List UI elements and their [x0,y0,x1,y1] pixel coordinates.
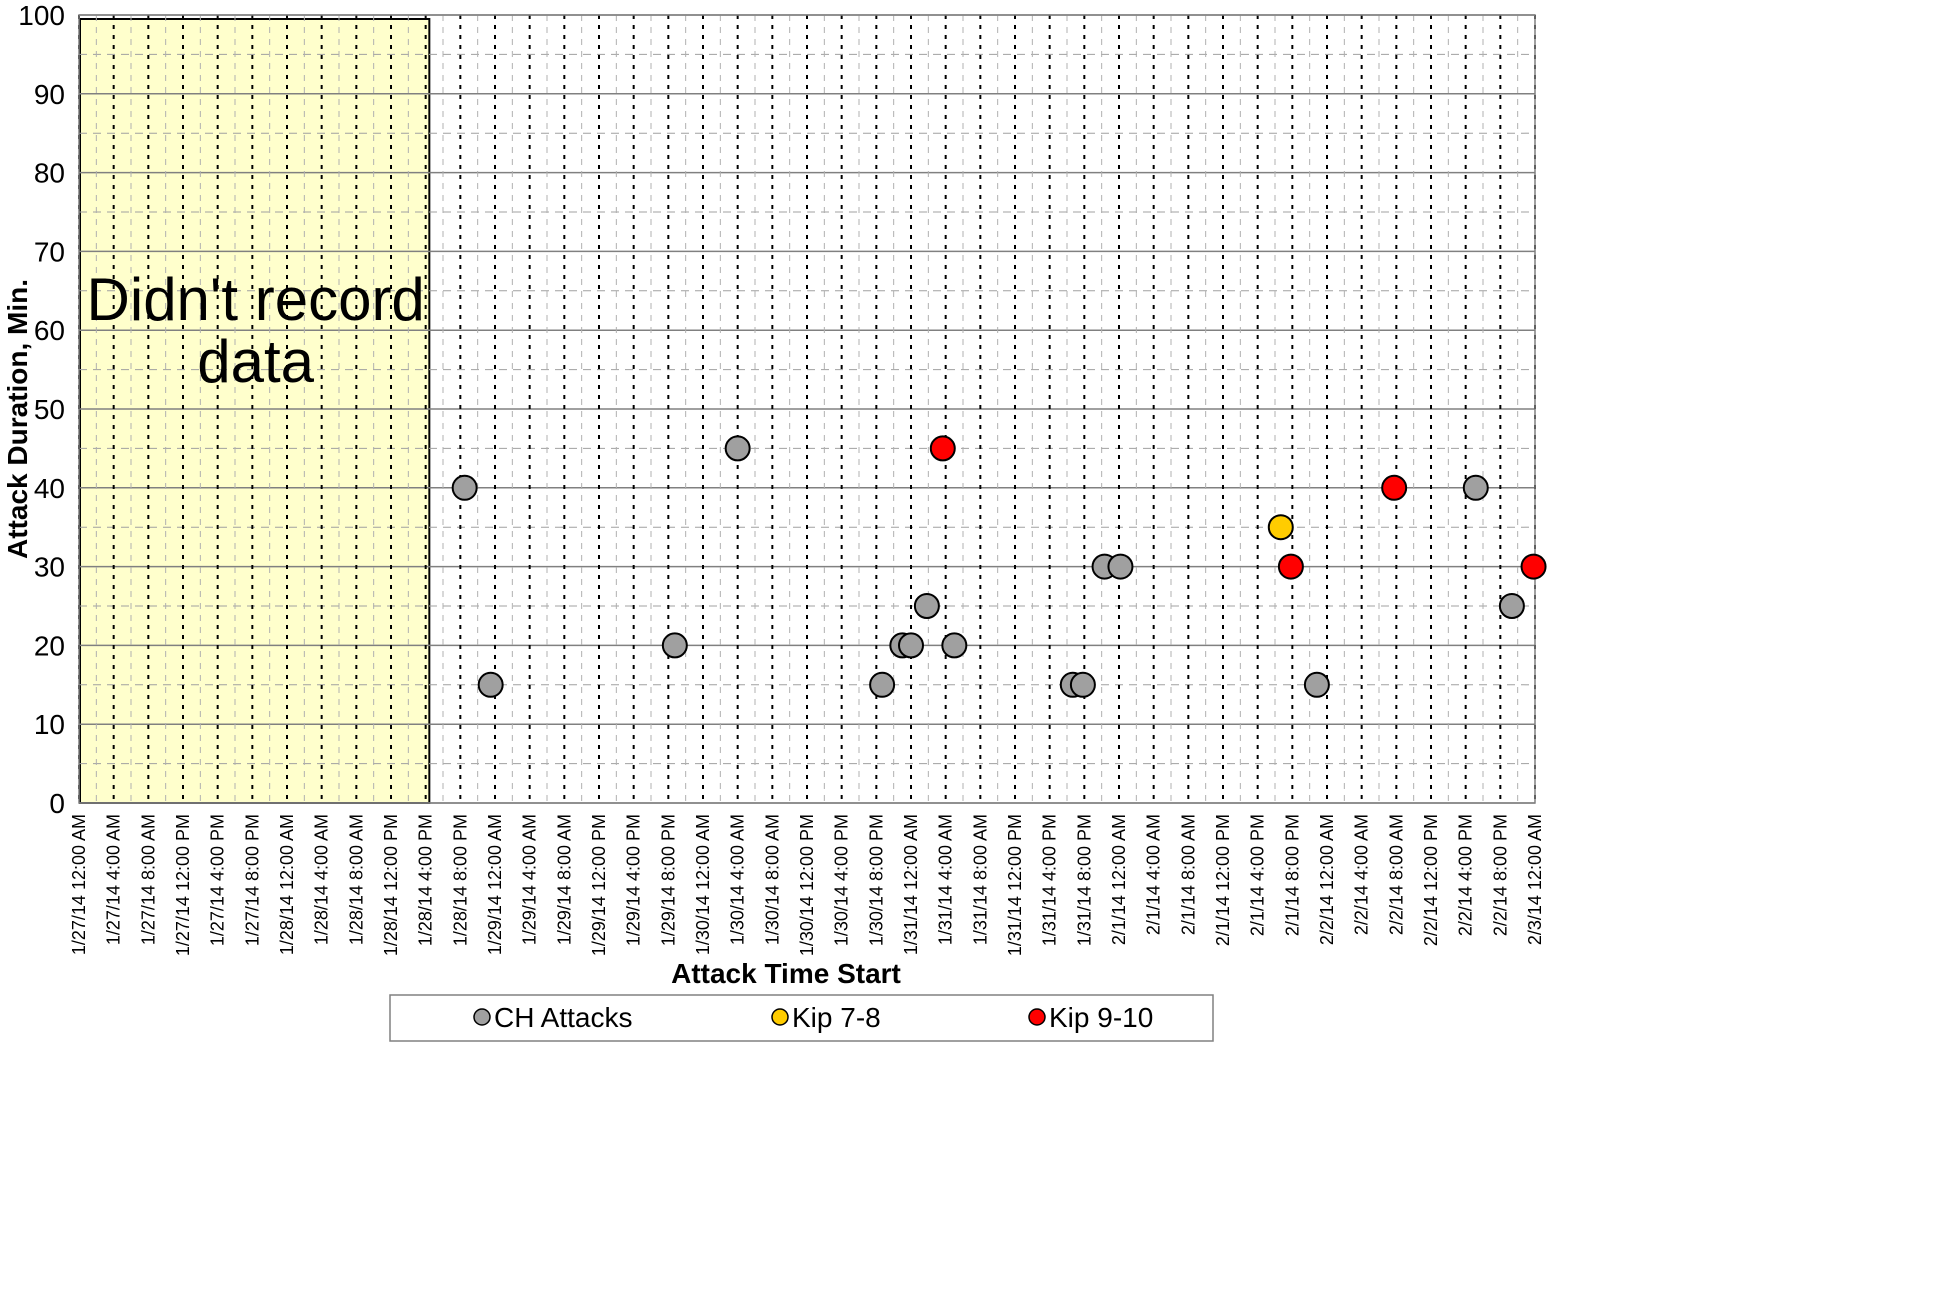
legend-label: CH Attacks [494,1002,632,1033]
data-point [1462,474,1489,501]
x-tick-label: 2/2/14 8:00 PM [1490,814,1510,936]
legend-label: Kip 9-10 [1049,1002,1153,1033]
x-tick-label: 1/27/14 4:00 AM [104,814,124,945]
x-tick-label: 2/2/14 12:00 AM [1317,814,1337,945]
x-tick-label: 1/28/14 4:00 PM [416,814,436,946]
data-point [913,593,940,619]
x-tick-label: 1/30/14 8:00 AM [762,814,782,945]
x-tick-label: 1/29/14 8:00 PM [658,814,678,946]
vertical-gridlines [78,15,1536,803]
y-axis-tick-labels: 0 10 20 30 40 50 60 70 80 90 100 [18,0,65,819]
x-tick-label: 1/30/14 4:00 AM [728,814,748,945]
y-axis-title: Attack Duration, Min. [2,279,33,559]
data-point [1498,593,1525,619]
y-tick-label: 60 [34,315,65,346]
x-tick-label: 1/27/14 8:00 PM [242,814,262,946]
x-tick-label: 2/2/14 8:00 AM [1386,814,1406,935]
data-point [1303,671,1330,698]
x-axis-title: Attack Time Start [671,958,901,989]
x-tick-label: 1/28/14 4:00 AM [312,814,332,945]
x-tick-label: 1/28/14 12:00 AM [277,814,297,955]
y-tick-label: 100 [18,0,65,31]
x-tick-label: 1/30/14 12:00 AM [693,814,713,955]
x-tick-label: 2/1/14 8:00 AM [1178,814,1198,935]
x-tick-label: 1/29/14 12:00 PM [589,814,609,956]
y-tick-label: 40 [34,473,65,504]
x-tick-label: 2/1/14 4:00 AM [1144,814,1164,935]
x-tick-label: 1/31/14 4:00 PM [1040,814,1060,946]
x-tick-label: 2/1/14 12:00 PM [1213,814,1233,946]
legend-box [389,994,1214,1042]
data-point [451,474,478,501]
y-tick-label: 70 [34,236,65,267]
x-tick-label: 1/31/14 12:00 AM [901,814,921,955]
legend-marker [771,1008,789,1026]
y-tick-label: 10 [34,709,65,740]
data-point [1520,553,1547,580]
x-tick-label: 1/29/14 12:00 AM [485,814,505,955]
legend: CH Attacks Kip 7-8 Kip 9-10 [389,994,1214,1042]
x-tick-label: 2/3/14 12:00 AM [1525,814,1545,945]
legend-marker [1028,1008,1046,1026]
data-point [1277,553,1304,580]
x-tick-label: 2/1/14 12:00 AM [1109,814,1129,945]
y-tick-label: 90 [34,79,65,110]
x-tick-label: 1/28/14 8:00 AM [346,814,366,945]
x-tick-label: 1/30/14 8:00 PM [866,814,886,946]
data-point [724,435,751,462]
y-tick-label: 50 [34,394,65,425]
data-point [1069,671,1096,698]
x-tick-label: 1/29/14 4:00 PM [624,814,644,946]
data-point [477,671,504,698]
data-point [898,632,924,659]
y-tick-label: 20 [34,630,65,661]
x-tick-label: 1/31/14 12:00 PM [1005,814,1025,956]
y-tick-label: 0 [49,788,65,819]
legend-label: Kip 7-8 [792,1002,881,1033]
data-point [1107,553,1134,580]
x-tick-label: 1/27/14 12:00 PM [173,814,193,956]
data-point [1267,514,1294,541]
x-tick-label: 1/28/14 12:00 PM [381,814,401,956]
x-tick-label: 1/29/14 4:00 AM [520,814,540,945]
x-axis-tick-labels: 1/27/14 12:00 AM 1/27/14 4:00 AM 1/27/14 8… [69,814,1545,956]
no-data-label: Didn't record data [87,266,425,395]
data-point [869,671,896,698]
x-tick-label: 1/31/14 4:00 AM [936,814,956,945]
x-tick-label: 1/31/14 8:00 PM [1074,814,1094,946]
y-tick-label: 80 [34,158,65,189]
data-point [661,632,688,659]
x-tick-label: 1/28/14 8:00 PM [450,814,470,946]
y-tick-label: 30 [34,552,65,583]
x-tick-label: 1/27/14 8:00 AM [138,814,158,945]
x-tick-label: 1/30/14 12:00 PM [797,814,817,956]
x-tick-label: 1/27/14 4:00 PM [208,814,228,946]
data-points [451,435,1547,698]
x-tick-label: 1/29/14 8:00 AM [554,814,574,945]
x-tick-label: 2/2/14 4:00 PM [1456,814,1476,936]
x-tick-label: 2/2/14 12:00 PM [1421,814,1441,946]
x-tick-label: 2/2/14 4:00 AM [1352,814,1372,935]
no-data-region [79,18,431,804]
data-point [941,632,968,659]
x-tick-label: 1/31/14 8:00 AM [970,814,990,945]
plot-area-border [78,14,1536,804]
legend-marker [473,1008,491,1026]
legend-items: CH Attacks Kip 7-8 Kip 9-10 [473,1002,1153,1033]
x-tick-label: 1/27/14 12:00 AM [69,814,89,955]
no-data-label-line-2: data [197,328,314,395]
x-tick-label: 1/30/14 4:00 PM [832,814,852,946]
no-data-label-line-1: Didn't record [87,266,425,333]
x-tick-label: 2/1/14 8:00 PM [1282,814,1302,936]
data-point [1381,474,1408,501]
data-point [929,435,956,462]
x-tick-label: 2/1/14 4:00 PM [1248,814,1268,936]
